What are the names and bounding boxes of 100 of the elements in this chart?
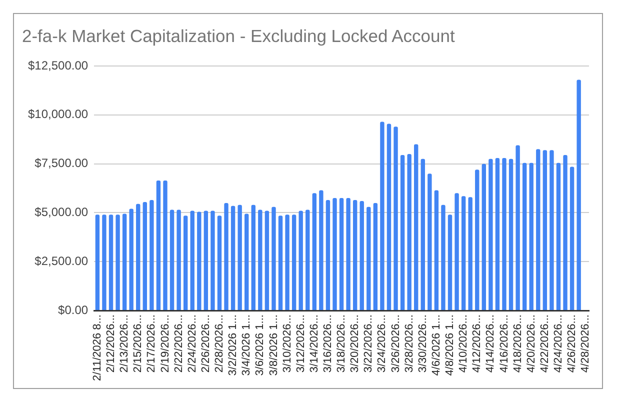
x-tick-label: 3/6/2026 1... — [254, 314, 266, 376]
x-tick-label: 2/11/2026 8... — [91, 314, 104, 382]
bar — [529, 162, 534, 310]
x-tick-label: 2/26/2026... — [200, 314, 212, 373]
bar — [360, 200, 364, 310]
bar — [482, 164, 486, 310]
x-tick-label: 3/18/2026... — [336, 314, 348, 373]
bar — [420, 158, 425, 310]
bar — [468, 197, 472, 310]
bar — [495, 158, 500, 310]
x-tick-label: 2/13/2026... — [118, 314, 131, 373]
bar — [238, 204, 242, 310]
bar — [448, 214, 452, 310]
bar — [122, 214, 127, 310]
y-tick-label: $0.00 — [58, 302, 88, 317]
bar — [142, 202, 148, 310]
bar — [516, 145, 520, 310]
bar — [346, 198, 350, 310]
bar — [461, 196, 466, 310]
x-tick-label: 2/22/2026... — [172, 314, 185, 373]
y-tick-label: $10,000.00 — [28, 107, 88, 122]
x-tick-label: 4/24/2026... — [552, 314, 565, 373]
bar — [400, 155, 405, 310]
x-tick-label: 3/30/2026... — [416, 314, 429, 373]
bar — [150, 200, 154, 310]
bar — [258, 210, 262, 310]
bar — [570, 166, 574, 310]
bar — [550, 150, 554, 310]
bar — [292, 214, 296, 310]
bar — [102, 214, 106, 310]
bar — [352, 200, 358, 310]
bar — [488, 158, 493, 310]
bar — [264, 210, 270, 310]
bar — [319, 190, 324, 310]
bar — [156, 180, 161, 310]
bar — [95, 214, 100, 310]
bar — [116, 214, 120, 310]
x-tick-label: 4/12/2026... — [471, 314, 484, 373]
x-tick-label: 2/24/2026... — [186, 314, 198, 373]
bar — [197, 212, 202, 310]
y-tick-label: $7,500.00 — [34, 156, 88, 170]
bar — [278, 216, 283, 310]
bar — [428, 174, 432, 310]
bar — [244, 214, 249, 310]
x-tick-label: 3/14/2026... — [308, 314, 320, 373]
chart-title: 2-fa-k Market Capitalization - Excluding Locked Account — [22, 26, 455, 47]
x-tick-label: 3/4/2026 1... — [240, 314, 253, 376]
x-tick-label: 4/26/2026... — [566, 314, 578, 373]
bar — [536, 149, 540, 310]
bar — [576, 80, 581, 310]
bar — [386, 124, 392, 310]
bar — [306, 210, 310, 310]
x-tick-label: 4/14/2026... — [484, 314, 497, 373]
x-tick-label: 2/15/2026... — [132, 314, 144, 373]
bar — [380, 122, 384, 310]
x-tick-label: 3/26/2026... — [390, 314, 402, 373]
bar — [407, 154, 412, 310]
bar — [394, 126, 398, 310]
y-tick-label: $5,000.00 — [34, 205, 88, 220]
bar — [230, 206, 236, 310]
bar — [556, 162, 561, 310]
x-tick-label: 2/12/2026... — [105, 314, 118, 373]
y-tick-label: $12,500.00 — [28, 58, 88, 72]
bar — [163, 180, 168, 310]
bar — [502, 158, 506, 310]
bar — [183, 216, 188, 310]
bar — [217, 216, 222, 310]
x-tick-label: 3/10/2026... — [281, 314, 294, 373]
bar — [563, 155, 568, 310]
bar — [326, 200, 330, 310]
bar — [272, 206, 276, 310]
x-tick-label: 4/8/2026 1... — [444, 314, 456, 376]
bar — [508, 158, 514, 310]
x-tick-label: 3/28/2026... — [403, 314, 416, 373]
bar — [136, 204, 140, 310]
bar — [210, 210, 215, 310]
bar — [298, 210, 303, 310]
bar — [542, 150, 548, 310]
x-tick-label: 4/10/2026... — [458, 314, 470, 373]
x-tick-label: 3/24/2026... — [376, 314, 388, 373]
bar — [204, 210, 208, 310]
x-tick-label: 4/6/2026 1... — [430, 314, 442, 376]
x-tick-label: 3/20/2026... — [349, 314, 362, 373]
bar — [129, 208, 134, 310]
bar — [366, 206, 371, 310]
x-tick-label: 3/2/2026 1... — [227, 314, 240, 376]
bar — [332, 198, 337, 310]
x-tick-label: 2/17/2026... — [146, 314, 158, 373]
bar — [522, 162, 527, 310]
x-tick-label: 4/16/2026... — [498, 314, 510, 373]
x-tick-label: 3/16/2026... — [322, 314, 334, 373]
x-tick-label: 3/12/2026... — [294, 314, 307, 373]
y-tick-label: $2,500.00 — [34, 254, 88, 268]
bar — [339, 198, 344, 310]
x-tick-label: 2/28/2026... — [214, 314, 226, 373]
x-tick-label: 2/19/2026... — [159, 314, 172, 373]
x-tick-label: 4/20/2026... — [525, 314, 538, 373]
bar — [441, 204, 446, 310]
bar — [224, 202, 228, 310]
bar — [475, 170, 480, 310]
